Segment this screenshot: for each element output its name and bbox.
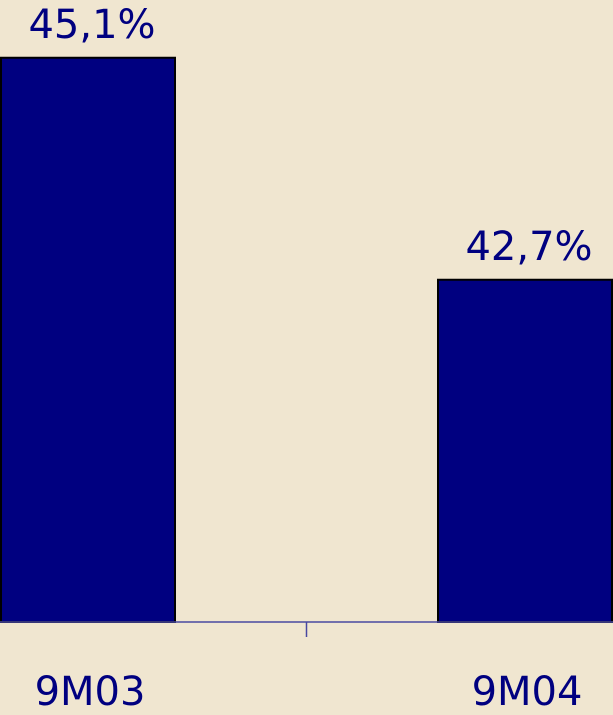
x-tick-label: 9M03 [35, 669, 146, 715]
bar [437, 278, 613, 623]
x-tick-label: 9M04 [472, 669, 583, 715]
bar [0, 56, 176, 623]
data-label: 42,7% [465, 224, 592, 270]
data-label: 45,1% [28, 2, 155, 48]
